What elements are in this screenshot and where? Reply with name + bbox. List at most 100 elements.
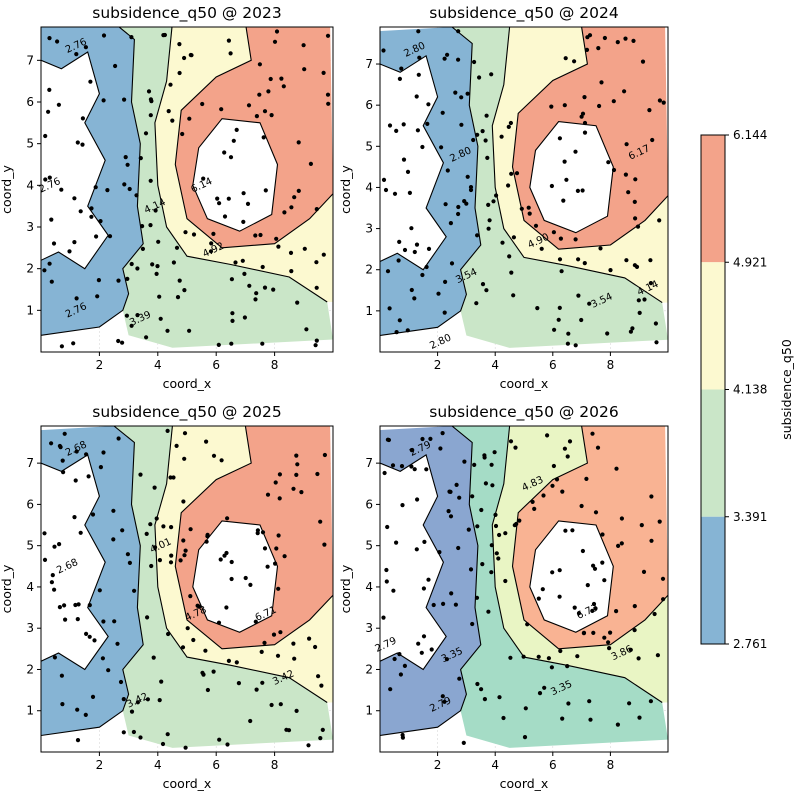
data-point	[657, 519, 662, 524]
data-point	[392, 191, 398, 196]
data-point	[486, 609, 491, 614]
data-point	[414, 547, 419, 552]
data-point	[392, 656, 397, 662]
data-point	[254, 687, 259, 692]
data-point	[59, 344, 64, 349]
data-point	[591, 563, 596, 568]
colorbar-tick-label: 3.391	[733, 510, 767, 524]
data-point	[517, 518, 522, 523]
colorbar-segment	[701, 389, 725, 517]
data-point	[390, 463, 396, 468]
colorbar-segment	[701, 135, 725, 263]
data-point	[419, 650, 424, 655]
data-point	[489, 570, 494, 575]
data-point	[260, 680, 265, 685]
data-point	[522, 735, 528, 740]
data-point	[462, 459, 467, 464]
data-point	[415, 497, 420, 502]
data-point	[424, 264, 429, 270]
colorbar-segment	[701, 262, 725, 390]
data-point	[89, 206, 94, 211]
data-point	[168, 560, 174, 565]
data-point	[421, 634, 427, 639]
data-point	[88, 79, 93, 84]
data-point	[580, 548, 586, 554]
data-point	[80, 142, 85, 147]
data-point	[457, 495, 462, 500]
data-point	[55, 39, 60, 44]
data-point	[470, 621, 475, 627]
data-point	[383, 187, 389, 193]
contour-line-2	[491, 27, 663, 304]
data-point	[231, 138, 236, 143]
data-point	[116, 338, 121, 344]
data-point	[503, 578, 508, 584]
data-point	[228, 51, 233, 56]
x-tick-label: 4	[491, 758, 499, 772]
data-point	[203, 648, 208, 653]
data-point	[75, 738, 81, 743]
data-point	[222, 150, 227, 155]
contour-area	[380, 27, 668, 352]
data-point	[145, 615, 150, 620]
data-point	[602, 578, 607, 583]
data-point	[582, 120, 588, 126]
data-point	[325, 33, 331, 38]
data-point	[158, 316, 163, 321]
data-point	[382, 470, 387, 476]
data-point	[318, 736, 323, 741]
data-point	[472, 59, 477, 65]
data-point	[426, 577, 431, 582]
data-point	[111, 508, 116, 513]
data-point	[532, 506, 537, 511]
data-point	[146, 89, 152, 94]
data-point	[121, 697, 126, 702]
data-point	[197, 604, 202, 609]
data-point	[240, 258, 245, 263]
data-point	[275, 653, 281, 658]
axes-frame	[40, 425, 334, 753]
data-point	[278, 702, 283, 707]
data-point	[314, 207, 319, 212]
data-point	[445, 168, 450, 173]
data-point	[426, 246, 432, 251]
x-tick-label: 8	[271, 358, 279, 372]
data-point	[183, 230, 188, 235]
data-point	[442, 699, 447, 704]
data-point	[381, 615, 386, 620]
data-point	[229, 576, 234, 582]
data-point	[73, 478, 78, 483]
data-point	[639, 523, 644, 528]
x-axis-label: coord_x	[500, 376, 549, 391]
data-point	[161, 524, 166, 529]
data-point	[453, 602, 458, 607]
data-point	[188, 594, 193, 599]
data-point	[443, 202, 448, 207]
data-point	[425, 121, 430, 126]
data-point	[134, 193, 139, 198]
data-point	[523, 706, 528, 711]
data-point	[405, 169, 411, 174]
data-point	[226, 658, 231, 664]
data-point	[140, 224, 145, 229]
data-point	[628, 329, 634, 334]
data-point	[566, 701, 571, 706]
data-point	[491, 199, 496, 204]
data-point	[550, 570, 555, 575]
data-point	[299, 490, 304, 495]
data-point	[59, 673, 64, 678]
data-point	[162, 32, 167, 38]
data-point	[653, 321, 659, 326]
data-point	[269, 702, 274, 708]
data-point	[245, 201, 251, 206]
data-point	[83, 45, 88, 50]
data-point	[503, 531, 508, 536]
band-mid-low	[119, 27, 333, 348]
data-point	[483, 138, 488, 143]
hole-left	[380, 454, 447, 670]
data-point	[242, 271, 247, 276]
data-point	[459, 122, 464, 127]
data-point	[296, 188, 301, 193]
contour-line-2	[491, 426, 663, 703]
data-point	[253, 233, 258, 238]
